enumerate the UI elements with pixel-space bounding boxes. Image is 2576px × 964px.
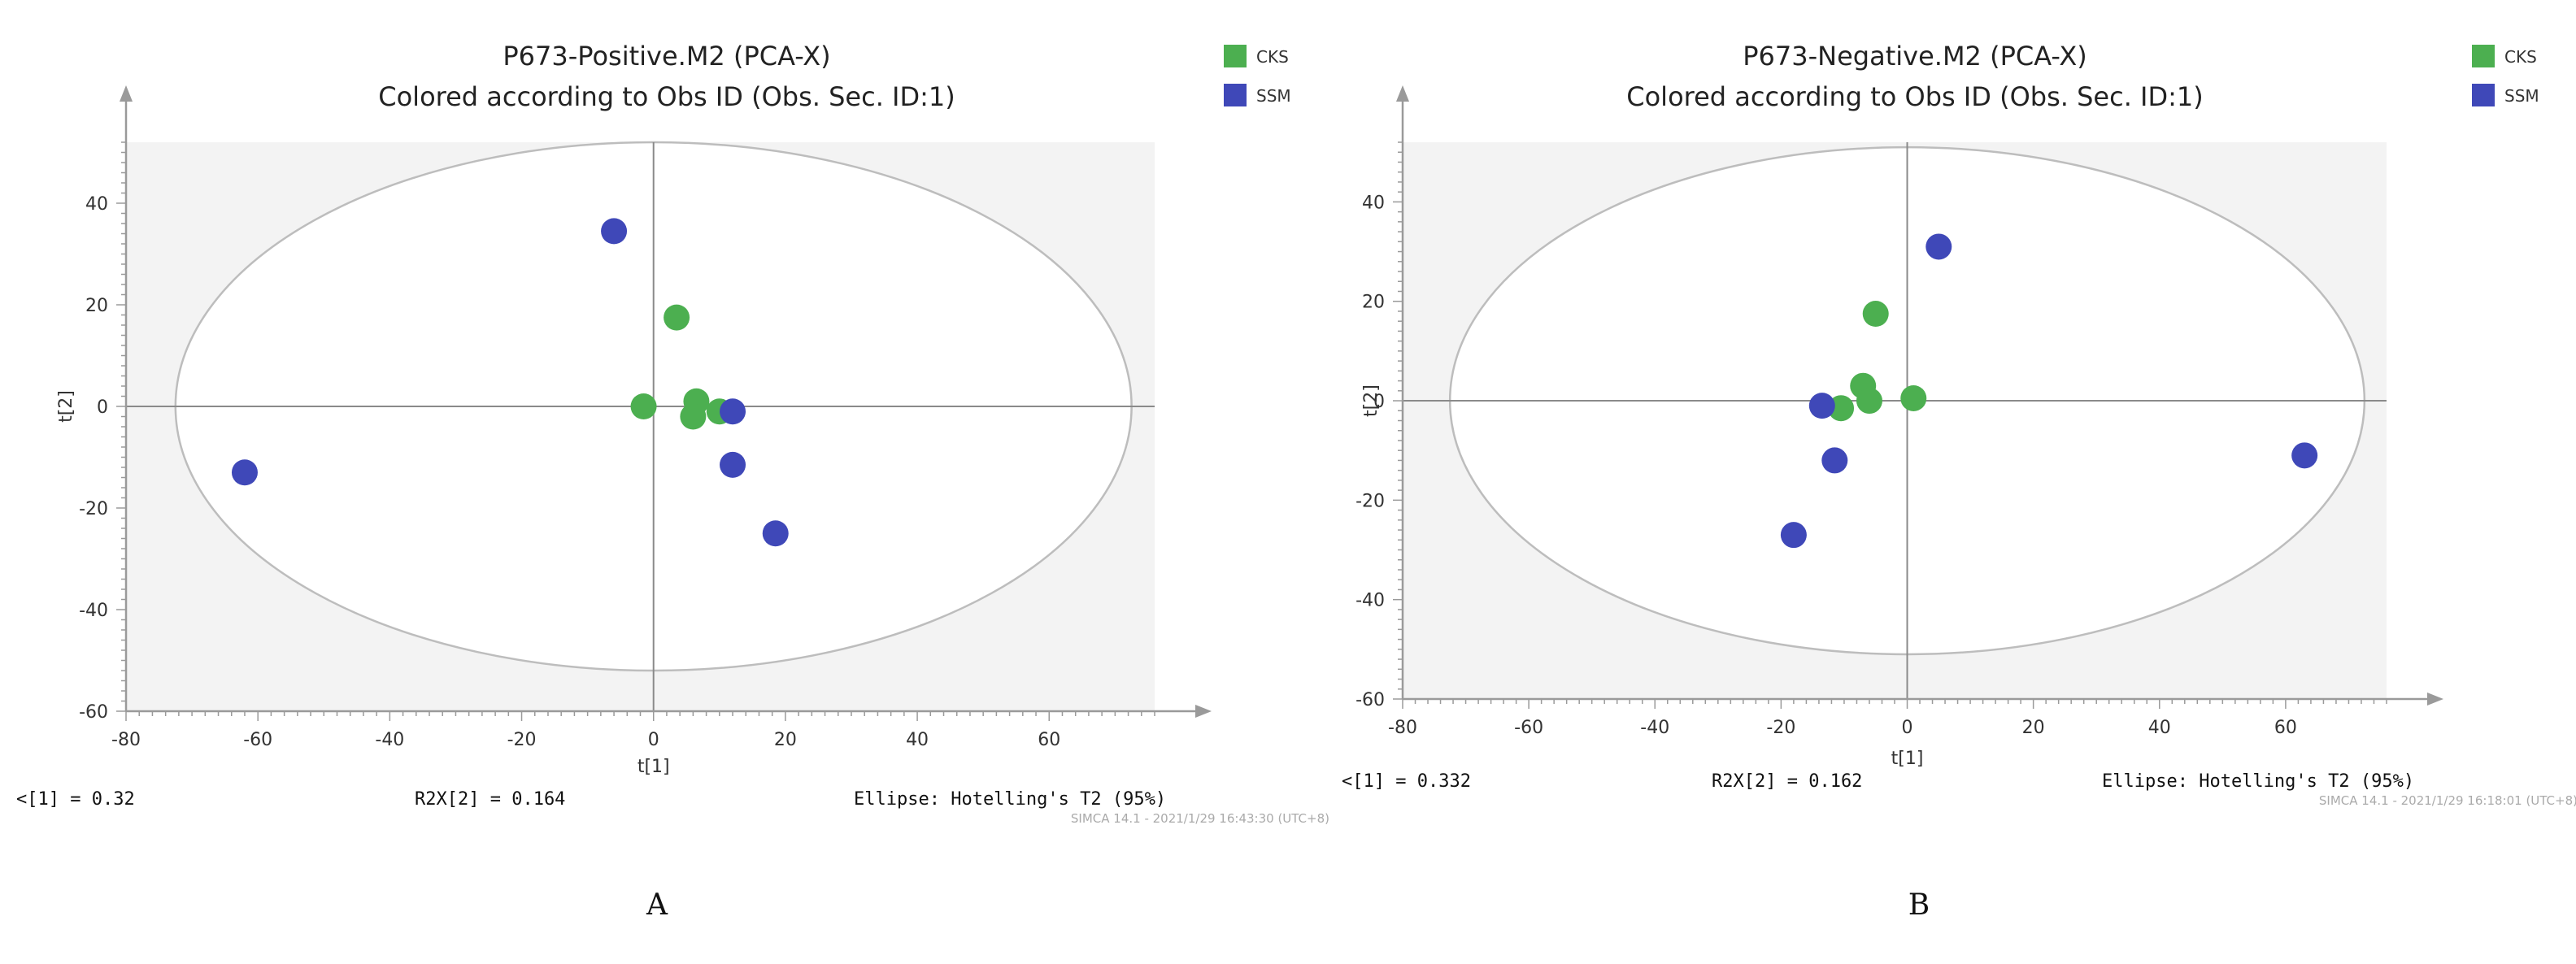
- y-tick-label: -60: [1355, 690, 1385, 710]
- footer-timestamp: SIMCA 14.1 - 2021/1/29 16:18:01 (UTC+8): [2319, 793, 2576, 808]
- chart-panel-b: -80 -60 -40 -20 0 20 40 60-60-40-2002040t[1]t[2…: [1342, 41, 2576, 922]
- data-point-cks: [1828, 395, 1855, 422]
- footer-r2x2: R2X[2] = 0.162: [1712, 771, 1862, 792]
- data-point-cks: [1900, 384, 1927, 411]
- footer-r2x1: <[1] = 0.332: [1342, 771, 1471, 792]
- data-point-cks: [1862, 301, 1889, 328]
- x-tick-label: 20: [774, 730, 797, 750]
- x-axis-label: t[1]: [637, 757, 670, 777]
- y-axis-label: t[2]: [1361, 384, 1382, 417]
- legend-swatch-ssm: [2472, 84, 2495, 106]
- legend-swatch-cks: [1224, 45, 1247, 67]
- legend-swatch-cks: [2472, 45, 2495, 67]
- y-axis-arrow: [120, 85, 133, 102]
- data-point-ssm: [720, 398, 746, 425]
- x-tick-label: -60: [1514, 718, 1543, 738]
- x-tick-label: -40: [375, 730, 404, 750]
- x-tick-label: -20: [507, 730, 537, 750]
- y-tick-label: 40: [1362, 193, 1385, 213]
- data-point-ssm: [1925, 233, 1952, 260]
- legend-swatch-ssm: [1224, 84, 1247, 106]
- chart-panel-a: -80 -60 -40 -20 0 20 40 60-60-40-2002040t[1]t[2…: [16, 41, 1329, 922]
- data-point-cks: [1856, 388, 1882, 415]
- footer-r2x2: R2X[2] = 0.164: [415, 789, 565, 810]
- y-tick-label: 20: [1362, 293, 1385, 313]
- footer-ellipse-note: Ellipse: Hotelling's T2 (95%): [2102, 771, 2414, 792]
- data-point-ssm: [1821, 447, 1848, 474]
- x-tick-label: 60: [2274, 718, 2297, 738]
- y-tick-label: 0: [1373, 392, 1385, 412]
- x-tick-label: 20: [2022, 718, 2045, 738]
- data-point-ssm: [601, 218, 628, 245]
- x-tick-label: 60: [1038, 730, 1060, 750]
- footer-ellipse-note: Ellipse: Hotelling's T2 (95%): [854, 789, 1166, 810]
- x-tick-label: -80: [111, 730, 141, 750]
- y-tick-label: -40: [79, 601, 108, 621]
- y-tick-label: -60: [79, 702, 108, 723]
- y-tick-label: 20: [85, 296, 108, 316]
- y-tick-label: 0: [97, 397, 108, 418]
- data-point-ssm: [762, 520, 789, 547]
- y-tick-label: 40: [85, 194, 108, 215]
- y-tick-label: -40: [1355, 591, 1385, 611]
- legend-label-cks: CKS: [1256, 47, 1289, 67]
- chart-title: P673-Positive.M2 (PCA-X): [503, 41, 830, 72]
- x-axis-arrow: [1195, 705, 1212, 718]
- x-tick-label: 40: [906, 730, 929, 750]
- data-point-cks: [680, 403, 707, 430]
- y-tick-label: -20: [79, 499, 108, 519]
- x-tick-label: -20: [1766, 718, 1795, 738]
- x-tick-label: -40: [1640, 718, 1669, 738]
- footer-timestamp: SIMCA 14.1 - 2021/1/29 16:43:30 (UTC+8): [1071, 811, 1329, 826]
- data-point-cks: [630, 393, 657, 419]
- chart-title: P673-Negative.M2 (PCA-X): [1743, 41, 2087, 72]
- data-point-ssm: [720, 451, 746, 478]
- data-point-ssm: [1780, 522, 1807, 549]
- y-tick-label: -20: [1355, 491, 1385, 511]
- chart-subtitle: Colored according to Obs ID (Obs. Sec. I…: [1626, 81, 2203, 112]
- x-tick-label: 40: [2148, 718, 2171, 738]
- chart-subtitle: Colored according to Obs ID (Obs. Sec. I…: [378, 81, 955, 112]
- y-axis-arrow: [1396, 85, 1409, 102]
- x-tick-label: 0: [648, 730, 659, 750]
- legend-label-ssm: SSM: [1256, 86, 1291, 106]
- data-point-ssm: [1808, 393, 1835, 419]
- x-axis-arrow: [2427, 693, 2443, 706]
- x-tick-label: -80: [1388, 718, 1417, 738]
- x-tick-label: 0: [1902, 718, 1913, 738]
- data-point-ssm: [231, 459, 258, 486]
- panel-label: B: [1908, 888, 1930, 922]
- x-tick-label: -60: [243, 730, 272, 750]
- data-point-ssm: [2291, 442, 2318, 469]
- footer-r2x1: <[1] = 0.32: [16, 789, 135, 810]
- legend-label-ssm: SSM: [2504, 86, 2539, 106]
- x-axis-label: t[1]: [1891, 749, 1924, 769]
- panel-label: A: [646, 888, 668, 922]
- legend-label-cks: CKS: [2504, 47, 2537, 67]
- y-axis-label: t[2]: [56, 390, 76, 423]
- data-point-cks: [664, 304, 690, 331]
